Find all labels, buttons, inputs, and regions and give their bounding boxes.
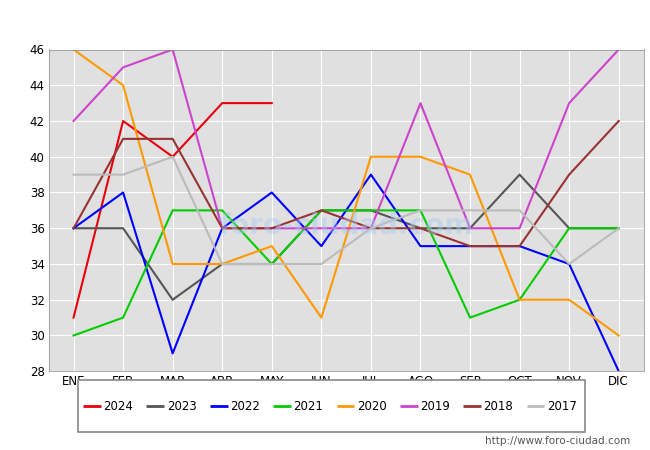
Text: 2021: 2021: [294, 400, 323, 413]
Text: 2023: 2023: [167, 400, 196, 413]
Text: 2018: 2018: [484, 400, 514, 413]
Text: 2017: 2017: [547, 400, 577, 413]
Text: http://www.foro-ciudad.com: http://www.foro-ciudad.com: [486, 436, 630, 446]
Text: 2024: 2024: [103, 400, 133, 413]
Text: 2019: 2019: [421, 400, 450, 413]
Text: 2022: 2022: [230, 400, 260, 413]
Text: Afiliados en Josa i Tuixén a 31/5/2024: Afiliados en Josa i Tuixén a 31/5/2024: [163, 14, 487, 33]
Text: 2020: 2020: [357, 400, 387, 413]
FancyBboxPatch shape: [78, 380, 585, 432]
Text: foro-ciudad.com: foro-ciudad.com: [218, 212, 474, 240]
